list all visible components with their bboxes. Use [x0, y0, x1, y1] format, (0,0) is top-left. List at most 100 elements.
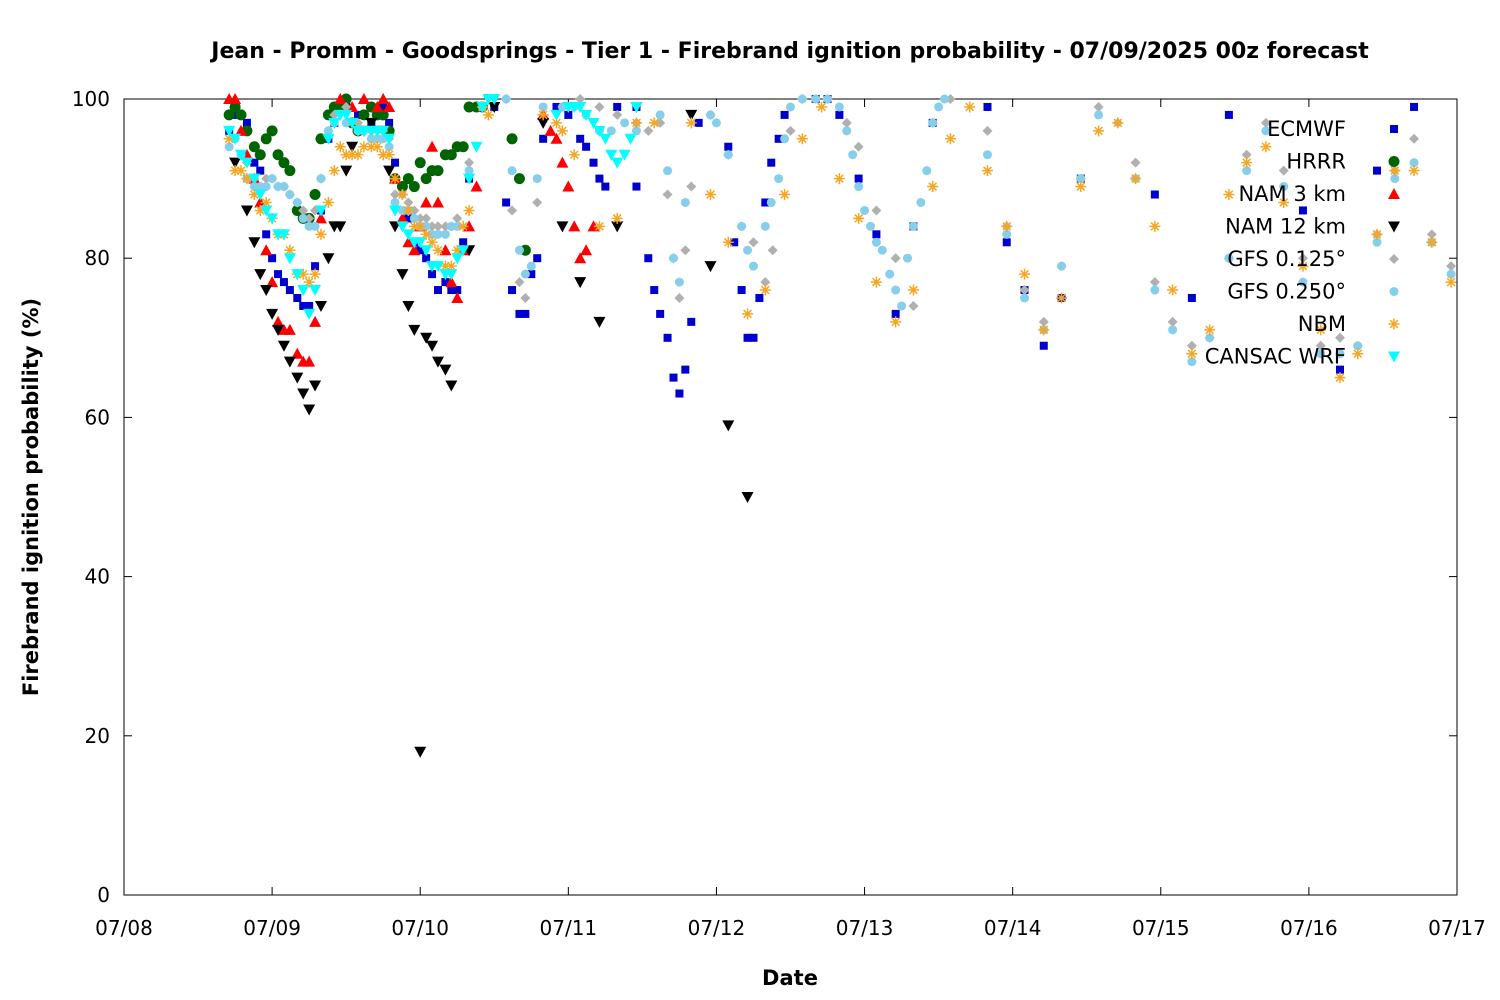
data-point [834, 102, 844, 112]
data-point [532, 174, 542, 184]
data-point [611, 157, 624, 169]
data-point [514, 245, 524, 255]
data-point [459, 238, 468, 247]
data-point [612, 109, 623, 120]
data-point [266, 276, 279, 288]
plot-frame [123, 98, 1458, 896]
x-tick-label: 07/15 [1132, 916, 1190, 940]
data-points [223, 93, 1457, 758]
data-point [433, 229, 443, 239]
data-point [1315, 324, 1327, 336]
legend-label: ECMWF [1267, 117, 1346, 141]
data-point [687, 317, 696, 326]
data-point [1316, 349, 1326, 359]
data-point [293, 294, 302, 302]
data-point [1204, 324, 1216, 336]
data-point [575, 94, 586, 104]
data-point [266, 213, 279, 225]
data-point [538, 102, 548, 112]
data-point [420, 173, 432, 185]
legend-marker [1389, 287, 1399, 296]
data-point [365, 141, 377, 153]
data-point [606, 126, 616, 136]
data-point [576, 134, 585, 143]
data-point [223, 133, 235, 145]
data-point [842, 126, 852, 136]
data-point [630, 117, 642, 129]
data-point [303, 308, 316, 320]
legend-marker [1388, 221, 1400, 233]
data-point [761, 198, 770, 207]
data-point [940, 94, 950, 104]
data-point [1093, 101, 1104, 112]
data-point [681, 365, 690, 374]
data-point [1426, 229, 1437, 240]
data-point [404, 214, 413, 223]
data-point [605, 149, 618, 161]
data-point [396, 189, 408, 201]
data-point [284, 165, 296, 177]
data-point [694, 118, 703, 127]
data-point [451, 253, 464, 265]
data-point [346, 149, 358, 161]
data-point [853, 212, 865, 224]
data-point [780, 110, 789, 119]
y-tick-label: 0 [97, 883, 110, 907]
data-point [537, 117, 550, 129]
data-point [305, 301, 314, 310]
data-point [422, 254, 431, 263]
data-point [593, 125, 606, 137]
data-point [983, 102, 992, 111]
data-point [390, 197, 400, 207]
data-point [314, 205, 327, 217]
data-point [277, 229, 290, 241]
data-point [431, 196, 444, 208]
data-point [328, 117, 341, 129]
data-point [402, 236, 415, 248]
data-point [1038, 316, 1049, 327]
data-point [587, 117, 600, 129]
data-point [767, 245, 778, 256]
data-point [224, 142, 234, 152]
data-point [507, 166, 517, 176]
data-point [552, 102, 561, 111]
data-point [1260, 117, 1271, 128]
x-tick-label: 07/17 [1428, 916, 1486, 940]
data-point [322, 133, 335, 145]
data-point [408, 244, 421, 256]
data-point [767, 158, 776, 167]
data-point [426, 140, 439, 152]
data-point [254, 149, 266, 161]
data-point [835, 110, 844, 119]
data-point [1150, 190, 1159, 199]
data-point [1279, 182, 1289, 192]
data-point [897, 301, 907, 311]
data-point [452, 213, 463, 224]
data-point [1002, 229, 1012, 239]
data-point [229, 133, 242, 145]
data-point [833, 173, 845, 185]
data-point [346, 141, 359, 153]
data-point [470, 141, 483, 153]
data-point [680, 245, 691, 256]
data-point [229, 165, 241, 177]
legend-marker [1388, 351, 1400, 363]
data-point [853, 141, 864, 152]
data-point [463, 173, 476, 185]
data-point [426, 340, 439, 352]
data-point [1167, 316, 1178, 327]
data-point [1205, 333, 1215, 343]
data-point [613, 102, 622, 111]
x-tick-label: 07/11 [540, 916, 598, 940]
data-point [650, 286, 659, 295]
data-point [620, 118, 630, 128]
data-point [451, 244, 463, 256]
data-point [564, 110, 573, 119]
data-point [1224, 110, 1233, 119]
data-point [1389, 165, 1401, 177]
data-point [285, 286, 294, 295]
data-point [256, 166, 265, 175]
data-point [562, 180, 575, 192]
data-point [877, 245, 887, 255]
data-point [409, 213, 419, 223]
